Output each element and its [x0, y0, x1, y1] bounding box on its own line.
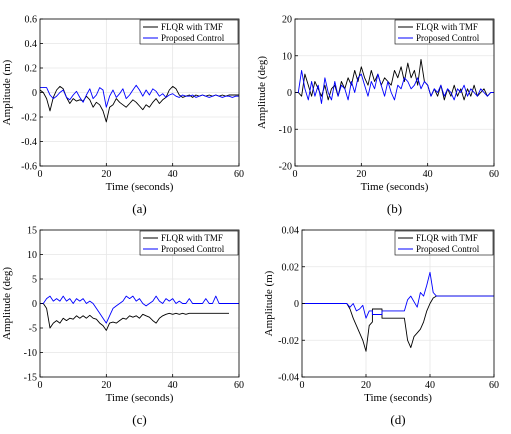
- chart-2-ytick-label-3: 0: [32, 299, 37, 310]
- chart-3-legend-label-1: Proposed Control: [416, 244, 480, 254]
- chart-3-xtick-label-3: 60: [489, 380, 499, 391]
- chart-0-ytick-label-1: -0.4: [21, 137, 37, 148]
- chart-0-series-1-line: [40, 84, 239, 108]
- chart-1-xtick-label-0: 0: [293, 169, 298, 180]
- chart-0-xtick-label-1: 20: [101, 169, 111, 180]
- chart-2-ytick-label-4: 5: [32, 275, 37, 286]
- chart-1-ytick-label-4: 20: [282, 15, 292, 26]
- chart-0-ytick-label-5: 0.4: [25, 39, 38, 50]
- chart-2-legend-box: [139, 230, 239, 256]
- chart-3-legend-label-0: FLQR with TMF: [416, 233, 478, 243]
- chart-3-ytick-label-3: 0.02: [282, 262, 300, 273]
- chart-0-ytick-label-3: 0: [32, 88, 37, 99]
- chart-0-panel-label: (a): [132, 201, 146, 216]
- chart-1-panel-label: (b): [387, 201, 402, 216]
- chart-2-legend-label-0: FLQR with TMF: [161, 233, 223, 243]
- chart-2-xtick-label-1: 20: [101, 380, 111, 391]
- chart-0-legend-box: [139, 19, 239, 45]
- chart-2-ylabel: Amplitude (deg): [1, 267, 13, 340]
- chart-0-xlabel: Time (seconds): [106, 181, 174, 193]
- chart-0-xtick-label-3: 60: [234, 169, 244, 180]
- chart-0-ytick-label-4: 0.2: [25, 64, 38, 75]
- chart-3-ytick-label-2: 0: [294, 299, 299, 310]
- chart-2-ytick-label-5: 10: [27, 250, 37, 261]
- chart-2-legend-label-1: Proposed Control: [161, 244, 225, 254]
- chart-2-series-0-line: [40, 303, 229, 331]
- chart-1-xtick-label-1: 20: [356, 169, 366, 180]
- chart-3-ylabel: Amplitude (m): [263, 270, 275, 336]
- chart-2-xtick-label-3: 60: [234, 380, 244, 391]
- chart-2-ytick-label-2: -5: [29, 324, 37, 335]
- chart-1-legend-label-0: FLQR with TMF: [416, 22, 478, 32]
- chart-0-xtick-label-0: 0: [38, 169, 43, 180]
- chart-0-legend-label-1: Proposed Control: [161, 33, 225, 43]
- chart-2-panel-label: (c): [132, 412, 146, 427]
- chart-0-legend-label-0: FLQR with TMF: [161, 22, 223, 32]
- chart-0-ytick-label-6: 0.6: [25, 15, 38, 26]
- chart-1-xtick-label-3: 60: [489, 169, 499, 180]
- chart-1-ytick-label-1: -10: [279, 125, 292, 136]
- chart-1-legend-box: [394, 19, 494, 45]
- chart-2-xtick-label-0: 0: [38, 380, 43, 391]
- chart-1-xlabel: Time (seconds): [361, 181, 429, 193]
- chart-3-xtick-label-1: 20: [361, 380, 371, 391]
- panel-c: 0 20 40 60 -15 -10 -5 0 5 10 15 Time (seconds) Ampli…: [1, 226, 244, 428]
- chart-2-xtick-label-2: 40: [168, 380, 178, 391]
- chart-0-ylabel: Amplitude (m): [1, 59, 13, 125]
- chart-2-xlabel: Time (seconds): [106, 392, 174, 404]
- chart-1-ytick-label-0: -20: [279, 162, 292, 173]
- chart-3-ytick-label-0: -0.04: [278, 373, 299, 384]
- chart-0-xtick-label-2: 40: [168, 169, 178, 180]
- chart-1-legend-label-1: Proposed Control: [416, 33, 480, 43]
- chart-0-ytick-label-2: -0.2: [21, 113, 37, 124]
- chart-3-panel-label: (d): [390, 412, 405, 427]
- chart-3-ytick-label-4: 0.04: [282, 226, 300, 237]
- chart-0-ytick-label-0: -0.6: [21, 162, 37, 173]
- chart-1-xtick-label-2: 40: [423, 169, 433, 180]
- chart-2-ytick-label-1: -10: [24, 348, 37, 359]
- chart-3-xtick-label-0: 0: [300, 380, 305, 391]
- chart-1-ytick-label-2: 0: [287, 88, 292, 99]
- chart-2-series-1-line: [40, 295, 239, 324]
- chart-1-series-1-line: [295, 69, 494, 104]
- chart-2-ytick-label-0: -15: [24, 373, 37, 384]
- chart-1-ylabel: Amplitude (deg): [256, 56, 268, 129]
- panel-a: 0 20 40 60 -0.6 -0.4 -0.2 0 0.2 0.4 0.6 Time (secon…: [1, 15, 244, 217]
- chart-1-series-0-line: [295, 58, 494, 101]
- panel-d: 0 20 40 60 -0.04 -0.02 0 0.02 0.04 Time (seconds)…: [263, 226, 499, 428]
- chart-1-ytick-label-3: 10: [282, 51, 292, 62]
- chart-3-xtick-label-2: 40: [425, 380, 435, 391]
- chart-3-legend-box: [394, 230, 494, 256]
- chart-3-series-1-line: [302, 271, 494, 319]
- chart-3-xlabel: Time (seconds): [364, 392, 432, 404]
- chart-3-series-0-line: [302, 295, 494, 352]
- chart-2-ytick-label-6: 15: [27, 226, 37, 237]
- chart-3-ytick-label-1: -0.02: [278, 336, 299, 347]
